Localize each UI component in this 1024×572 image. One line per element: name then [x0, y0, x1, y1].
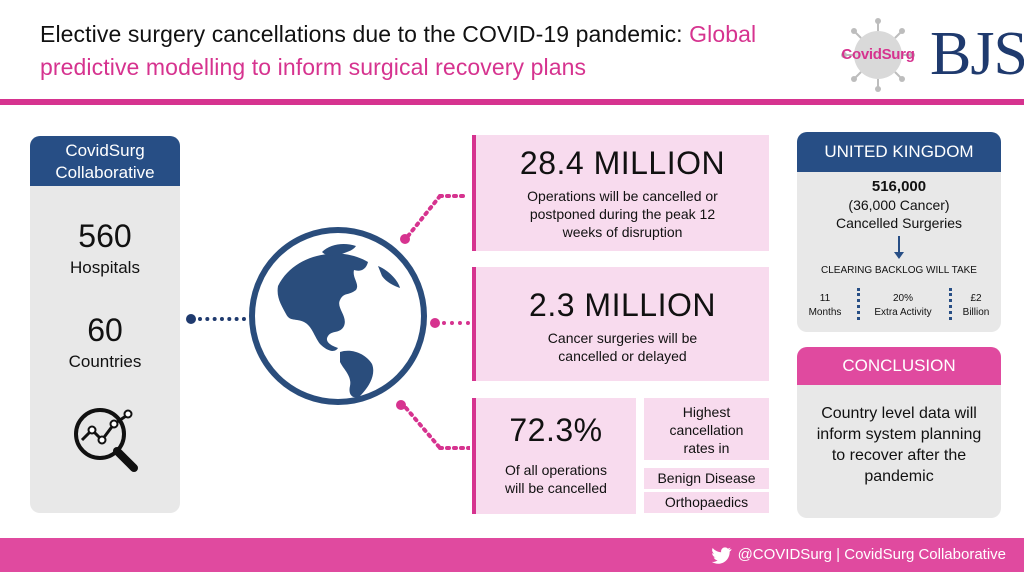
collaborative-panel: CovidSurg Collaborative 560 Hospitals 60…: [30, 136, 180, 513]
covidsurg-logo: CovidSurg: [836, 16, 920, 94]
connector-dot: [400, 234, 410, 244]
stat-value: 2.3 MILLION: [529, 287, 716, 323]
stat-desc-line: Cancer surgeries will be: [547, 330, 698, 346]
conclusion-heading: CONCLUSION: [797, 347, 1001, 385]
united-kingdom-panel: UNITED KINGDOM 516,000 (36,000 Cancer) C…: [797, 132, 1001, 332]
stat-all-operations: 72.3% Of all operations will be cancelle…: [472, 398, 636, 514]
uk-cost-label: Billion: [962, 307, 990, 318]
connector-line: [404, 406, 470, 450]
highest-rates-heading: Highest cancellation rates in: [644, 398, 769, 460]
header-divider: [0, 99, 1024, 105]
highest-rate-item: Orthopaedics: [644, 492, 769, 513]
title-highlight: Global predictive modelling to inform su…: [40, 21, 757, 80]
footer-separator: |: [836, 546, 841, 563]
conclusion-text: Country level data will inform system pl…: [807, 403, 991, 487]
globe-americas-icon: [249, 227, 427, 405]
stat-desc-line: postponed during the peak 12: [529, 206, 716, 222]
divider: [857, 288, 860, 320]
stat-desc-line: will be cancelled: [505, 480, 607, 496]
uk-activity-value: 20%: [892, 293, 913, 304]
magnifier-chart-icon: [74, 408, 138, 472]
arrow-down-icon: [894, 236, 904, 259]
uk-cost: £2 Billion: [953, 292, 999, 320]
collaborative-heading: CovidSurg Collaborative: [30, 136, 180, 186]
uk-cost-value: £2: [970, 293, 982, 304]
conclusion-line: to recover after the: [831, 447, 967, 464]
connector-dot: [430, 318, 440, 328]
collaborative-heading-line1: CovidSurg: [65, 141, 145, 160]
uk-total: 516,000: [871, 178, 927, 195]
connector-dot: [186, 314, 196, 324]
connector-line: [198, 317, 246, 321]
covidsurg-logo-text: CovidSurg: [841, 46, 915, 63]
highest-rates-line: rates in: [683, 440, 730, 456]
divider: [949, 288, 952, 320]
countries-label: Countries: [68, 352, 142, 371]
conclusion-line: Country level data will: [821, 405, 977, 422]
highest-rate-item: Benign Disease: [644, 468, 769, 489]
stat-desc-line: Of all operations: [505, 462, 607, 478]
twitter-handle-link[interactable]: @COVIDSurg: [737, 546, 832, 563]
footer-org: CovidSurg Collaborative: [844, 546, 1006, 563]
hospitals-label: Hospitals: [70, 258, 140, 277]
conclusion-line: inform system planning: [816, 426, 982, 443]
hospitals-count: 560: [78, 218, 132, 254]
conclusion-panel: CONCLUSION Country level data will infor…: [797, 347, 1001, 518]
footer-bar: @COVIDSurg | CovidSurg Collaborative: [0, 538, 1024, 572]
highest-rates-line: Highest: [682, 404, 731, 420]
uk-cancer: (36,000 Cancer): [848, 197, 950, 213]
stat-value: 72.3%: [509, 412, 603, 448]
uk-activity: 20% Extra Activity: [861, 292, 945, 320]
uk-months: 11 Months: [799, 292, 851, 320]
uk-heading: UNITED KINGDOM: [797, 132, 1001, 172]
stat-desc-line: weeks of disruption: [562, 224, 683, 240]
twitter-icon[interactable]: [712, 546, 732, 564]
countries-count: 60: [87, 312, 123, 348]
page-title: Elective surgery cancellations due to th…: [40, 18, 800, 84]
highest-rates-line: cancellation: [669, 422, 744, 438]
stat-desc-line: cancelled or delayed: [558, 348, 687, 364]
bjs-logo: BJS: [930, 20, 1024, 88]
virus-icon: [841, 18, 915, 92]
connector-dot: [396, 400, 406, 410]
stat-cancer-surgeries: 2.3 MILLION Cancer surgeries will be can…: [472, 267, 769, 381]
uk-activity-label: Extra Activity: [874, 307, 932, 318]
stat-desc-line: Operations will be cancelled or: [527, 188, 718, 204]
stat-operations-cancelled: 28.4 MILLION Operations will be cancelle…: [472, 135, 769, 251]
connector-line: [406, 194, 468, 238]
uk-months-label: Months: [808, 307, 842, 318]
connector-line: [442, 321, 470, 325]
uk-cancelled: Cancelled Surgeries: [835, 215, 963, 231]
conclusion-line: pandemic: [864, 468, 934, 485]
footer-credit: @COVIDSurg | CovidSurg Collaborative: [738, 538, 1006, 572]
uk-backlog: CLEARING BACKLOG WILL TAKE: [821, 265, 977, 276]
collaborative-heading-line2: Collaborative: [55, 163, 155, 182]
uk-months-value: 11: [819, 293, 831, 304]
title-main: Elective surgery cancellations due to th…: [40, 21, 690, 47]
stat-value: 28.4 MILLION: [519, 145, 726, 181]
